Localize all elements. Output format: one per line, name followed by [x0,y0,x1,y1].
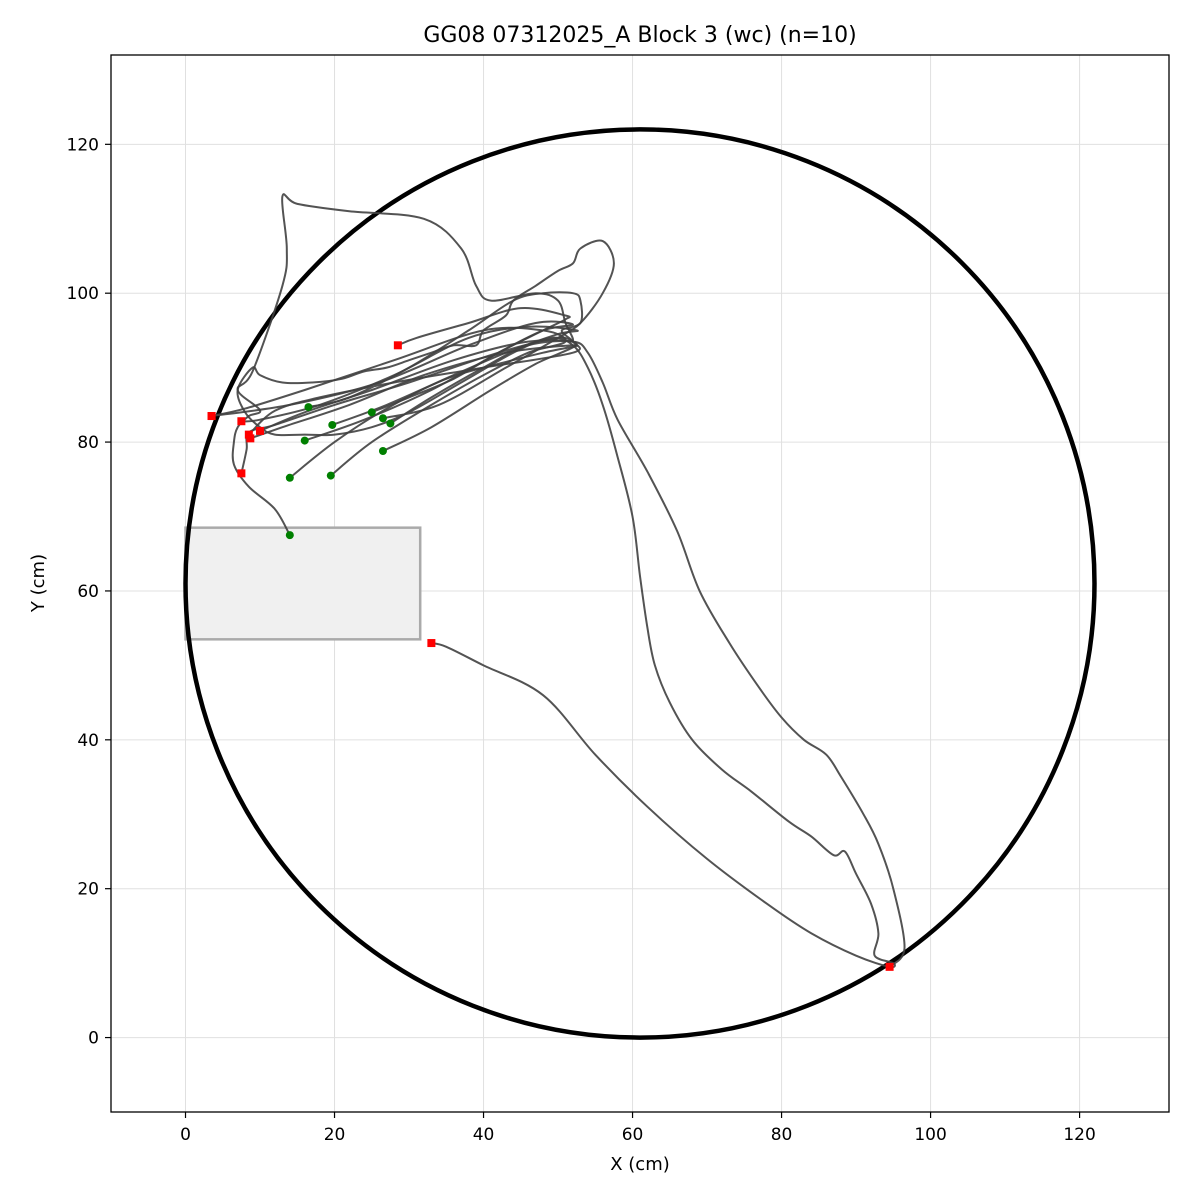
trajectory-line-5 [303,306,571,442]
start-point-1 [285,531,294,540]
y-tick-label: 20 [77,880,99,900]
trajectory-layer [210,193,906,969]
trajectory-line-9 [389,340,906,968]
end-point-1 [237,469,246,478]
end-point-5 [393,341,402,350]
x-tick-label: 40 [473,1125,495,1145]
end-point-6 [237,417,246,426]
trajectory-line-4 [249,344,579,479]
end-point-9 [885,962,894,971]
end-point-7 [207,412,216,421]
start-box [184,526,422,641]
y-tick-label: 40 [77,731,99,751]
x-tick-label: 0 [180,1125,191,1145]
x-tick-label: 100 [914,1125,946,1145]
start-point-5 [300,436,309,445]
y-tick-label: 60 [77,582,99,602]
x-tick-label: 60 [622,1125,644,1145]
end-point-3 [256,426,265,435]
start-point-10 [378,414,387,423]
x-tick-label: 20 [324,1125,346,1145]
arena-layer [183,127,1097,1040]
plot-frame [110,54,1170,1113]
start-box-layer [184,526,422,641]
y-axis-ticks: 0 20 40 60 80 100 120 [67,135,111,1049]
x-tick-label: 120 [1063,1125,1095,1145]
start-point-3 [378,447,387,456]
marker-layer [207,341,894,971]
start-point-9 [386,419,395,428]
y-tick-label: 80 [77,433,99,453]
trajectory-line-1 [231,193,575,537]
trajectory-line-8 [247,291,584,436]
start-point-7 [367,408,376,417]
trajectory-line-2 [210,326,567,477]
start-point-8 [304,403,313,412]
start-point-4 [285,473,294,482]
arena-circle [183,127,1097,1040]
y-tick-label: 120 [67,135,99,155]
y-tick-label: 0 [88,1029,99,1049]
chart-title: GG08 07312025_A Block 3 (wc) (n=10) [423,23,856,48]
y-axis-label: Y (cm) [28,554,49,613]
y-tick-label: 100 [67,284,99,304]
start-point-6 [328,420,337,429]
start-point-2 [326,471,335,480]
x-axis-label: X (cm) [610,1154,670,1175]
x-tick-label: 80 [771,1125,793,1145]
x-axis-ticks: 0 20 40 60 80 100 120 [180,1112,1096,1145]
end-point-10 [427,639,436,648]
end-point-8 [244,430,253,439]
